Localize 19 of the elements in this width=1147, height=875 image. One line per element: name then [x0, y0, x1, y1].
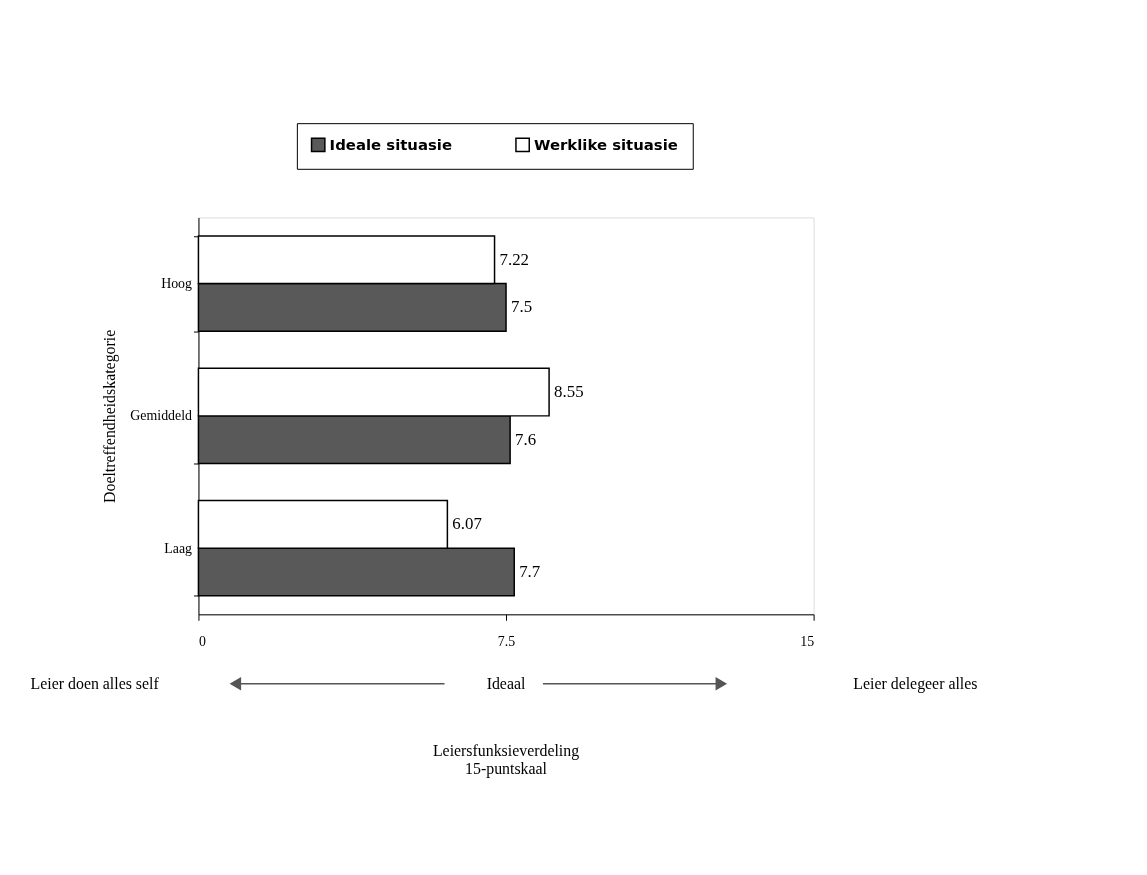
- data-label: 7.6: [515, 429, 537, 449]
- text: Leier delegeer alles: [853, 674, 978, 693]
- y-tick-label: Hoog: [161, 276, 193, 292]
- y-tick-label: Laag: [164, 540, 193, 556]
- y-tick-label: Gemiddeld: [130, 408, 193, 424]
- x-tick-label: 15: [800, 633, 815, 649]
- text: Leiersfunksieverdeling 15-puntskaal: [432, 742, 580, 779]
- data-label: 7.22: [499, 249, 530, 269]
- legend-label: Werklike situasie: [534, 135, 678, 154]
- x-tick-label: 0: [198, 633, 206, 649]
- text: Leier doen alles self: [30, 674, 160, 692]
- data-label: 7.5: [510, 297, 533, 317]
- data-label: 6.07: [452, 514, 482, 534]
- x-tick-label: 7.5: [497, 633, 516, 649]
- data-label: 8.55: [554, 382, 584, 402]
- y-axis-title: Doeltreffendheidskategorie: [101, 329, 120, 503]
- text: Ideaal: [486, 674, 526, 692]
- legend-label: Ideale situasie: [329, 135, 453, 154]
- data-label: 7.7: [519, 561, 541, 581]
